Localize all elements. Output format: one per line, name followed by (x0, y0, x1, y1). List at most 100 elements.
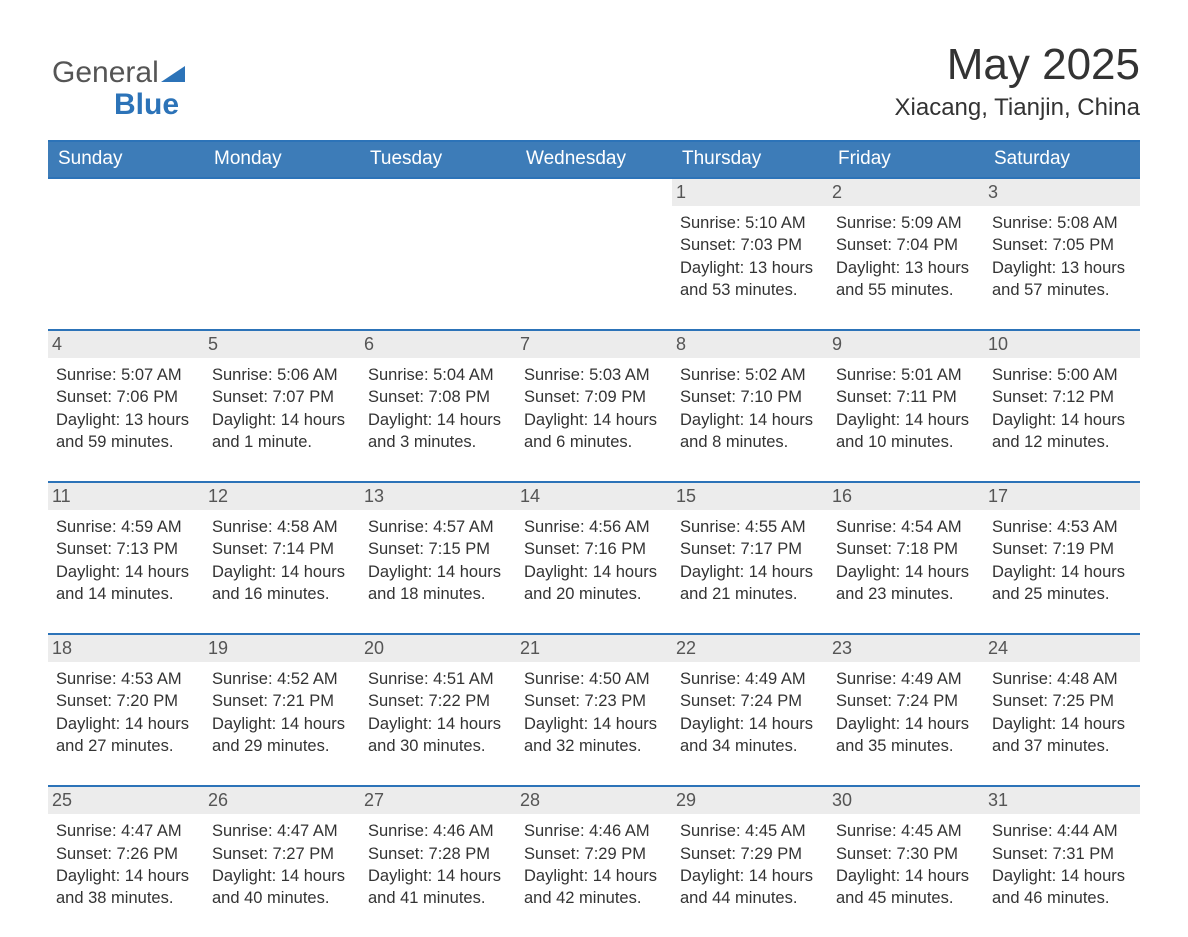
sunset-line: Sunset: 7:12 PM (992, 386, 1132, 408)
calendar-cell: 22Sunrise: 4:49 AMSunset: 7:24 PMDayligh… (672, 635, 828, 785)
day-body: Sunrise: 4:45 AMSunset: 7:30 PMDaylight:… (836, 820, 976, 909)
calendar-cell: 28 Sunrise: 4:46 AMSunset: 7:29 PMDayligh… (516, 787, 672, 937)
day-number: 11 (48, 483, 204, 510)
calendar-cell: 19Sunrise: 4:52 AMSunset: 7:21 PMDayligh… (204, 635, 360, 785)
sunset-line: Sunset: 7:07 PM (212, 386, 352, 408)
day-number: 7 (516, 331, 672, 358)
calendar-cell: 29 Sunrise: 4:45 AMSunset: 7:29 PMDayligh… (672, 787, 828, 937)
sunset-line: Sunset: 7:05 PM (992, 234, 1132, 256)
daylight-line: Daylight: 14 hours and 3 minutes. (368, 409, 508, 454)
sunset-line: Sunset: 7:15 PM (368, 538, 508, 560)
day-body: Sunrise: 4:49 AMSunset: 7:24 PMDaylight:… (836, 668, 976, 757)
day-number: 17 (984, 483, 1140, 510)
daylight-line: Daylight: 14 hours and 18 minutes. (368, 561, 508, 606)
day-number: 21 (516, 635, 672, 662)
day-body: Sunrise: 4:46 AMSunset: 7:29 PMDaylight:… (524, 820, 664, 909)
calendar-cell: 24 Sunrise: 4:48 AMSunset: 7:25 PMDayligh… (984, 635, 1140, 785)
sunrise-line: Sunrise: 4:59 AM (56, 516, 196, 538)
day-number: 16 (828, 483, 984, 510)
sunset-line: Sunset: 7:22 PM (368, 690, 508, 712)
calendar-cell: 11 Sunrise: 4:59 AMSunset: 7:13 PMDayligh… (48, 483, 204, 633)
day-number: 4 (48, 331, 204, 358)
sunrise-line: Sunrise: 4:45 AM (680, 820, 820, 842)
calendar-week: 18Sunrise: 4:53 AMSunset: 7:20 PMDayligh… (48, 633, 1140, 785)
sunrise-line: Sunrise: 4:46 AM (368, 820, 508, 842)
day-number: 29 (672, 787, 828, 814)
calendar-cell: 7Sunrise: 5:03 AMSunset: 7:09 PMDaylight… (516, 331, 672, 481)
calendar-cell (204, 179, 360, 329)
daylight-line: Daylight: 14 hours and 40 minutes. (212, 865, 352, 910)
calendar-cell (516, 179, 672, 329)
day-body: Sunrise: 4:48 AMSunset: 7:25 PMDaylight:… (992, 668, 1132, 757)
daylight-line: Daylight: 14 hours and 23 minutes. (836, 561, 976, 606)
day-number: 10 (984, 331, 1140, 358)
calendar-cell: 21 Sunrise: 4:50 AMSunset: 7:23 PMDayligh… (516, 635, 672, 785)
day-header-tuesday: Tuesday (360, 142, 516, 177)
sunset-line: Sunset: 7:04 PM (836, 234, 976, 256)
daylight-line: Daylight: 14 hours and 34 minutes. (680, 713, 820, 758)
sunrise-line: Sunrise: 4:47 AM (56, 820, 196, 842)
day-number: 30 (828, 787, 984, 814)
daylight-line: Daylight: 14 hours and 1 minute. (212, 409, 352, 454)
sunrise-line: Sunrise: 5:04 AM (368, 364, 508, 386)
sunset-line: Sunset: 7:18 PM (836, 538, 976, 560)
sunset-line: Sunset: 7:27 PM (212, 843, 352, 865)
day-number: 2 (828, 179, 984, 206)
daylight-line: Daylight: 14 hours and 8 minutes. (680, 409, 820, 454)
sunset-line: Sunset: 7:20 PM (56, 690, 196, 712)
day-body: Sunrise: 5:07 AMSunset: 7:06 PMDaylight:… (56, 364, 196, 453)
sunset-line: Sunset: 7:13 PM (56, 538, 196, 560)
sunrise-line: Sunrise: 5:02 AM (680, 364, 820, 386)
day-number: 5 (204, 331, 360, 358)
day-body: Sunrise: 4:59 AMSunset: 7:13 PMDaylight:… (56, 516, 196, 605)
sunset-line: Sunset: 7:31 PM (992, 843, 1132, 865)
daylight-line: Daylight: 14 hours and 32 minutes. (524, 713, 664, 758)
day-number: 23 (828, 635, 984, 662)
sunrise-line: Sunrise: 4:52 AM (212, 668, 352, 690)
calendar-cell: 16Sunrise: 4:54 AMSunset: 7:18 PMDayligh… (828, 483, 984, 633)
sunset-line: Sunset: 7:24 PM (836, 690, 976, 712)
day-number: 14 (516, 483, 672, 510)
daylight-line: Daylight: 14 hours and 42 minutes. (524, 865, 664, 910)
calendar-cell: 17Sunrise: 4:53 AMSunset: 7:19 PMDayligh… (984, 483, 1140, 633)
daylight-line: Daylight: 14 hours and 16 minutes. (212, 561, 352, 606)
day-body: Sunrise: 4:50 AMSunset: 7:23 PMDaylight:… (524, 668, 664, 757)
sunrise-line: Sunrise: 4:48 AM (992, 668, 1132, 690)
sunset-line: Sunset: 7:23 PM (524, 690, 664, 712)
day-body: Sunrise: 4:51 AMSunset: 7:22 PMDaylight:… (368, 668, 508, 757)
sunrise-line: Sunrise: 5:01 AM (836, 364, 976, 386)
sunrise-line: Sunrise: 4:49 AM (836, 668, 976, 690)
daylight-line: Daylight: 14 hours and 20 minutes. (524, 561, 664, 606)
day-body: Sunrise: 4:56 AMSunset: 7:16 PMDaylight:… (524, 516, 664, 605)
logo-word1: General (52, 56, 159, 89)
sunset-line: Sunset: 7:11 PM (836, 386, 976, 408)
daylight-line: Daylight: 14 hours and 14 minutes. (56, 561, 196, 606)
day-number: 24 (984, 635, 1140, 662)
day-body: Sunrise: 4:45 AMSunset: 7:29 PMDaylight:… (680, 820, 820, 909)
sunset-line: Sunset: 7:24 PM (680, 690, 820, 712)
sunset-line: Sunset: 7:09 PM (524, 386, 664, 408)
calendar-cell: 27Sunrise: 4:46 AMSunset: 7:28 PMDayligh… (360, 787, 516, 937)
daylight-line: Daylight: 14 hours and 30 minutes. (368, 713, 508, 758)
day-body: Sunrise: 5:09 AMSunset: 7:04 PMDaylight:… (836, 212, 976, 301)
sunrise-line: Sunrise: 5:07 AM (56, 364, 196, 386)
calendar-weeks: 1Sunrise: 5:10 AMSunset: 7:03 PMDaylight… (48, 177, 1140, 937)
daylight-line: Daylight: 14 hours and 21 minutes. (680, 561, 820, 606)
day-body: Sunrise: 5:08 AMSunset: 7:05 PMDaylight:… (992, 212, 1132, 301)
day-body: Sunrise: 4:52 AMSunset: 7:21 PMDaylight:… (212, 668, 352, 757)
daylight-line: Daylight: 14 hours and 12 minutes. (992, 409, 1132, 454)
daylight-line: Daylight: 14 hours and 46 minutes. (992, 865, 1132, 910)
day-body: Sunrise: 4:53 AMSunset: 7:20 PMDaylight:… (56, 668, 196, 757)
title-block: May 2025 Xiacang, Tianjin, China (48, 40, 1140, 122)
daylight-line: Daylight: 13 hours and 53 minutes. (680, 257, 820, 302)
day-number: 13 (360, 483, 516, 510)
sunset-line: Sunset: 7:03 PM (680, 234, 820, 256)
day-body: Sunrise: 5:10 AMSunset: 7:03 PMDaylight:… (680, 212, 820, 301)
day-body: Sunrise: 4:47 AMSunset: 7:26 PMDaylight:… (56, 820, 196, 909)
calendar-cell: 3Sunrise: 5:08 AMSunset: 7:05 PMDaylight… (984, 179, 1140, 329)
sunset-line: Sunset: 7:28 PM (368, 843, 508, 865)
day-number: 28 (516, 787, 672, 814)
day-number: 27 (360, 787, 516, 814)
calendar-cell: 2 Sunrise: 5:09 AMSunset: 7:04 PMDaylight… (828, 179, 984, 329)
calendar-cell: 14 Sunrise: 4:56 AMSunset: 7:16 PMDayligh… (516, 483, 672, 633)
